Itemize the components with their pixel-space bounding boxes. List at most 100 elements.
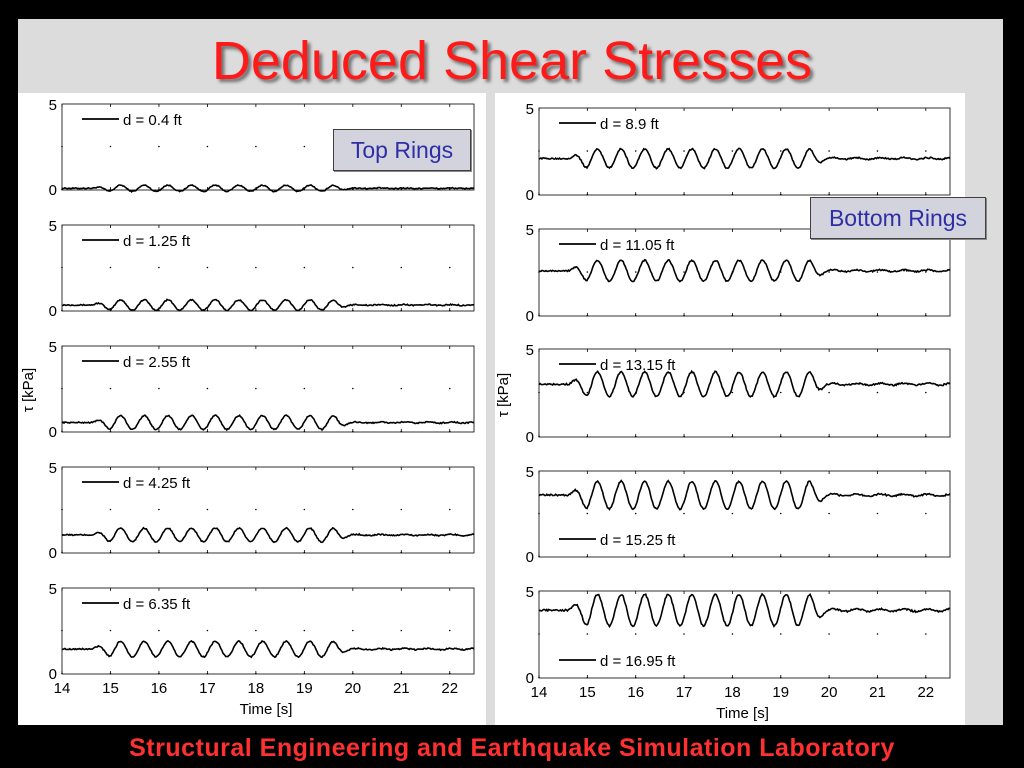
grid-dot [731,391,734,394]
grid-dot [683,512,685,515]
x-tick-label: 15 [579,684,596,701]
x-tick-label: 14 [54,680,71,697]
grid-dot [586,271,589,273]
x-tick-label: 21 [869,684,886,701]
series-line [62,298,474,312]
grid-dot [255,266,257,269]
grid-dot [109,508,112,511]
grid-dot [109,629,112,632]
grid-dot [683,271,685,273]
legend-label: d = 8.9 ft [600,116,660,133]
grid-dot [158,145,160,148]
grid-dot [538,150,540,152]
grid-dot [731,512,734,515]
grid-dot [925,633,927,635]
grid-dot [303,387,306,390]
y-tick-label: 5 [526,222,534,239]
grid-dot [683,633,685,635]
grid-dot [61,629,63,632]
grid-dot [206,629,209,632]
grid-dot [586,633,589,635]
grid-dot [400,387,403,390]
grid-dot [303,266,306,269]
x-tick-label: 22 [441,680,458,697]
grid-dot [634,633,637,635]
grid-dot [779,512,782,515]
series-line [61,184,474,193]
left-chart-panel [18,93,486,725]
grid-dot [779,150,782,152]
y-tick-label: 5 [526,342,534,359]
grid-dot [448,266,451,269]
grid-dot [109,145,112,148]
chart-group-1: 0 5 d = 8.9 ft 0 5 d = 11.05 ft 0 5 d = 13.15 ft… [495,101,951,722]
bottom-rings-label: Bottom Rings [810,197,986,239]
grid-dot [538,391,540,394]
grid-dot [828,633,830,635]
y-tick-label: 5 [49,97,57,114]
grid-dot [400,508,403,511]
grid-dot [448,387,451,390]
grid-dot [303,508,306,511]
grid-dot [61,387,63,390]
y-tick-label: 5 [526,101,534,118]
x-tick-label: 22 [917,684,934,701]
grid-dot [352,629,354,632]
x-axis-label: Time [s] [240,701,293,718]
y-tick-label: 5 [526,464,534,481]
grid-dot [925,150,927,152]
grid-dot [303,629,306,632]
legend-label: d = 11.05 ft [600,237,675,254]
y-tick-label: 0 [526,429,534,446]
grid-dot [400,629,403,632]
series-line [538,369,951,399]
x-tick-label: 18 [724,684,741,701]
y-tick-label: 0 [49,545,57,562]
grid-dot [828,512,830,515]
grid-dot [586,512,589,515]
x-tick-label: 21 [393,680,410,697]
x-tick-label: 14 [531,684,548,701]
y-tick-label: 0 [526,308,534,325]
grid-dot [61,266,63,269]
grid-dot [109,266,112,269]
y-tick-label: 0 [49,424,57,441]
grid-dot [206,266,209,269]
series-line [538,592,951,629]
legend-label: d = 2.55 ft [123,354,191,371]
grid-dot [448,508,451,511]
x-tick-label: 17 [676,684,693,701]
y-tick-label: 5 [49,218,57,235]
grid-dot [828,150,830,152]
grid-dot [352,387,354,390]
series-line [538,147,951,170]
y-tick-label: 5 [526,584,534,601]
legend-label: d = 15.25 ft [600,532,676,549]
x-axis-label: Time [s] [716,705,769,722]
grid-dot [400,266,403,269]
x-tick-label: 20 [344,680,361,697]
y-tick-label: 0 [49,303,57,320]
grid-dot [925,271,927,273]
grid-dot [586,150,589,152]
grid-dot [779,633,782,635]
y-axis-label: τ [kPa] [495,373,512,417]
x-tick-label: 19 [772,684,789,701]
grid-dot [158,629,160,632]
y-tick-label: 0 [49,666,57,683]
grid-dot [206,145,209,148]
grid-dot [109,387,112,390]
grid-dot [158,387,160,390]
grid-dot [255,145,257,148]
grid-dot [206,387,209,390]
grid-dot [828,391,830,394]
grid-dot [448,629,451,632]
x-tick-label: 17 [199,680,216,697]
grid-dot [634,150,637,152]
legend-label: d = 13.15 ft [600,357,676,374]
grid-dot [352,266,354,269]
grid-dot [828,271,830,273]
grid-dot [538,512,540,515]
x-tick-label: 15 [102,680,119,697]
